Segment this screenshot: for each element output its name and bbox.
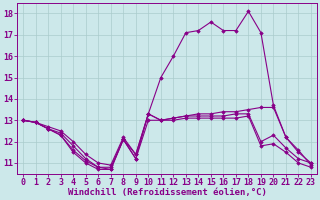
X-axis label: Windchill (Refroidissement éolien,°C): Windchill (Refroidissement éolien,°C) — [68, 188, 267, 197]
